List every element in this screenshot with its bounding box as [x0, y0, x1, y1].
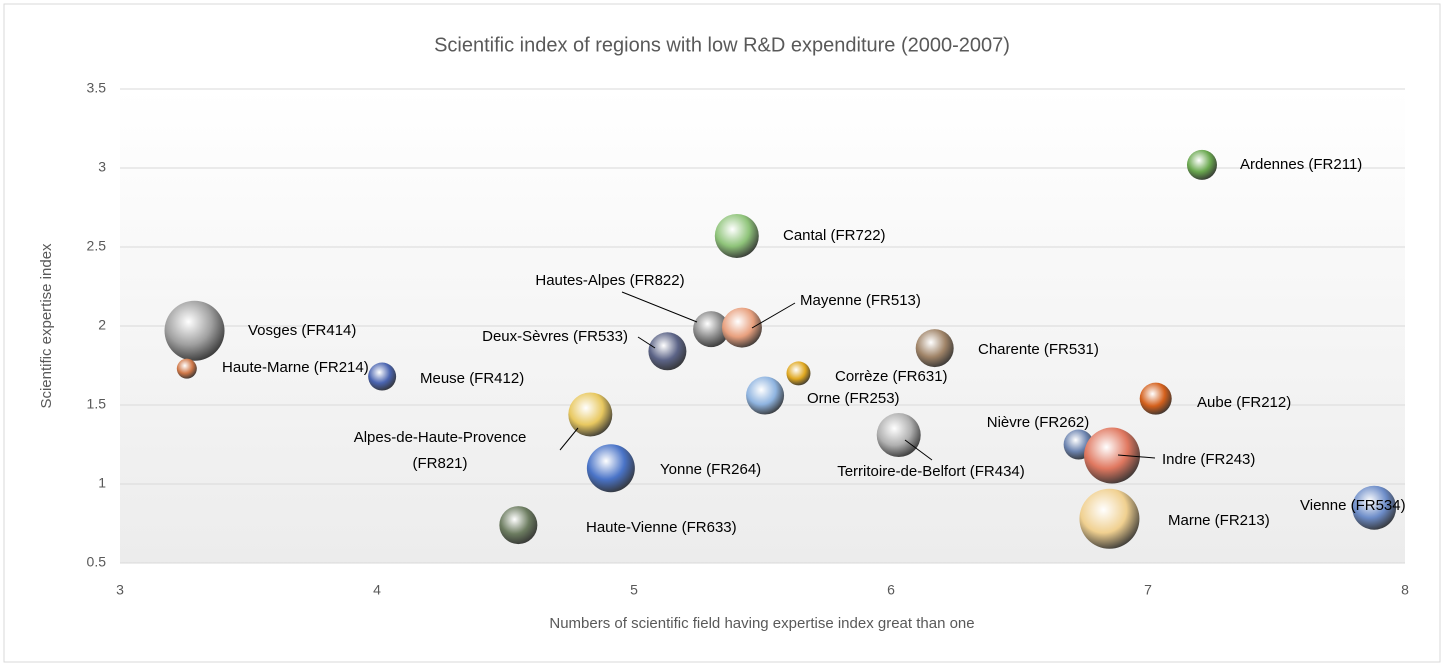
leader-line [751, 302, 796, 329]
y-tick-label: 1.5 [87, 396, 107, 412]
bubble [586, 444, 635, 493]
bubble [176, 358, 197, 379]
bubble [648, 332, 687, 371]
bubble [164, 300, 225, 361]
bubble [1139, 382, 1172, 415]
bubble [1186, 149, 1217, 180]
bubble [746, 376, 785, 415]
data-label: Cantal (FR722) [783, 227, 886, 244]
y-axis-label: Scientific expertise index [38, 243, 55, 409]
y-tick-label: 3 [98, 159, 106, 175]
leader-line [559, 427, 579, 451]
bubble [714, 213, 759, 258]
y-tick-label: 0.5 [87, 554, 107, 570]
data-label: Mayenne (FR513) [800, 292, 921, 309]
data-label: Vosges (FR414) [248, 322, 356, 339]
data-label: Aube (FR212) [1197, 394, 1291, 411]
data-label: Nièvre (FR262) [987, 414, 1090, 431]
y-tick-label: 2.5 [87, 238, 107, 254]
bubble [721, 307, 762, 348]
data-label: Meuse (FR412) [420, 370, 524, 387]
bubble [693, 311, 730, 348]
bubble [499, 506, 538, 545]
leader-line [1117, 454, 1156, 459]
data-label: Corrèze (FR631) [835, 368, 948, 385]
data-label: Hautes-Alpes (FR822) [535, 272, 684, 289]
data-label: Ardennes (FR211) [1240, 156, 1362, 173]
data-label: Territoire-de-Belfort (FR434) [837, 463, 1025, 480]
bubble [1079, 488, 1140, 549]
data-label: Haute-Vienne (FR633) [586, 519, 737, 536]
data-label: Vienne (FR534) [1300, 497, 1406, 514]
data-label: Marne (FR213) [1168, 512, 1270, 529]
data-label: Yonne (FR264) [660, 461, 761, 478]
bubble [1084, 427, 1141, 484]
x-tick-label: 6 [887, 582, 895, 598]
x-tick-label: 8 [1401, 582, 1409, 598]
x-tick-label: 3 [116, 582, 124, 598]
leader-line [637, 336, 656, 349]
leader-line [621, 291, 698, 323]
bubble [368, 362, 397, 391]
chart-title: Scientific index of regions with low R&D… [434, 34, 1010, 56]
x-tick-label: 4 [373, 582, 381, 598]
data-label: Orne (FR253) [807, 390, 900, 407]
x-axis-label: Numbers of scientific field having exper… [549, 615, 974, 632]
data-label: Alpes-de-Haute-Provence (FR821) [354, 429, 527, 472]
bubble [786, 361, 811, 386]
data-label: Deux-Sèvres (FR533) [482, 328, 628, 345]
data-label: Indre (FR243) [1162, 451, 1255, 468]
data-label: Charente (FR531) [978, 341, 1099, 358]
y-tick-label: 1 [98, 475, 106, 491]
x-tick-label: 7 [1144, 582, 1152, 598]
bubble [876, 413, 921, 458]
x-tick-label: 5 [630, 582, 638, 598]
y-tick-label: 2 [98, 317, 106, 333]
data-label: Haute-Marne (FR214) [222, 359, 369, 376]
y-tick-label: 3.5 [87, 80, 107, 96]
leader-line [904, 439, 933, 461]
bubble [1352, 485, 1397, 530]
bubble [568, 392, 613, 437]
bubble [915, 329, 954, 368]
